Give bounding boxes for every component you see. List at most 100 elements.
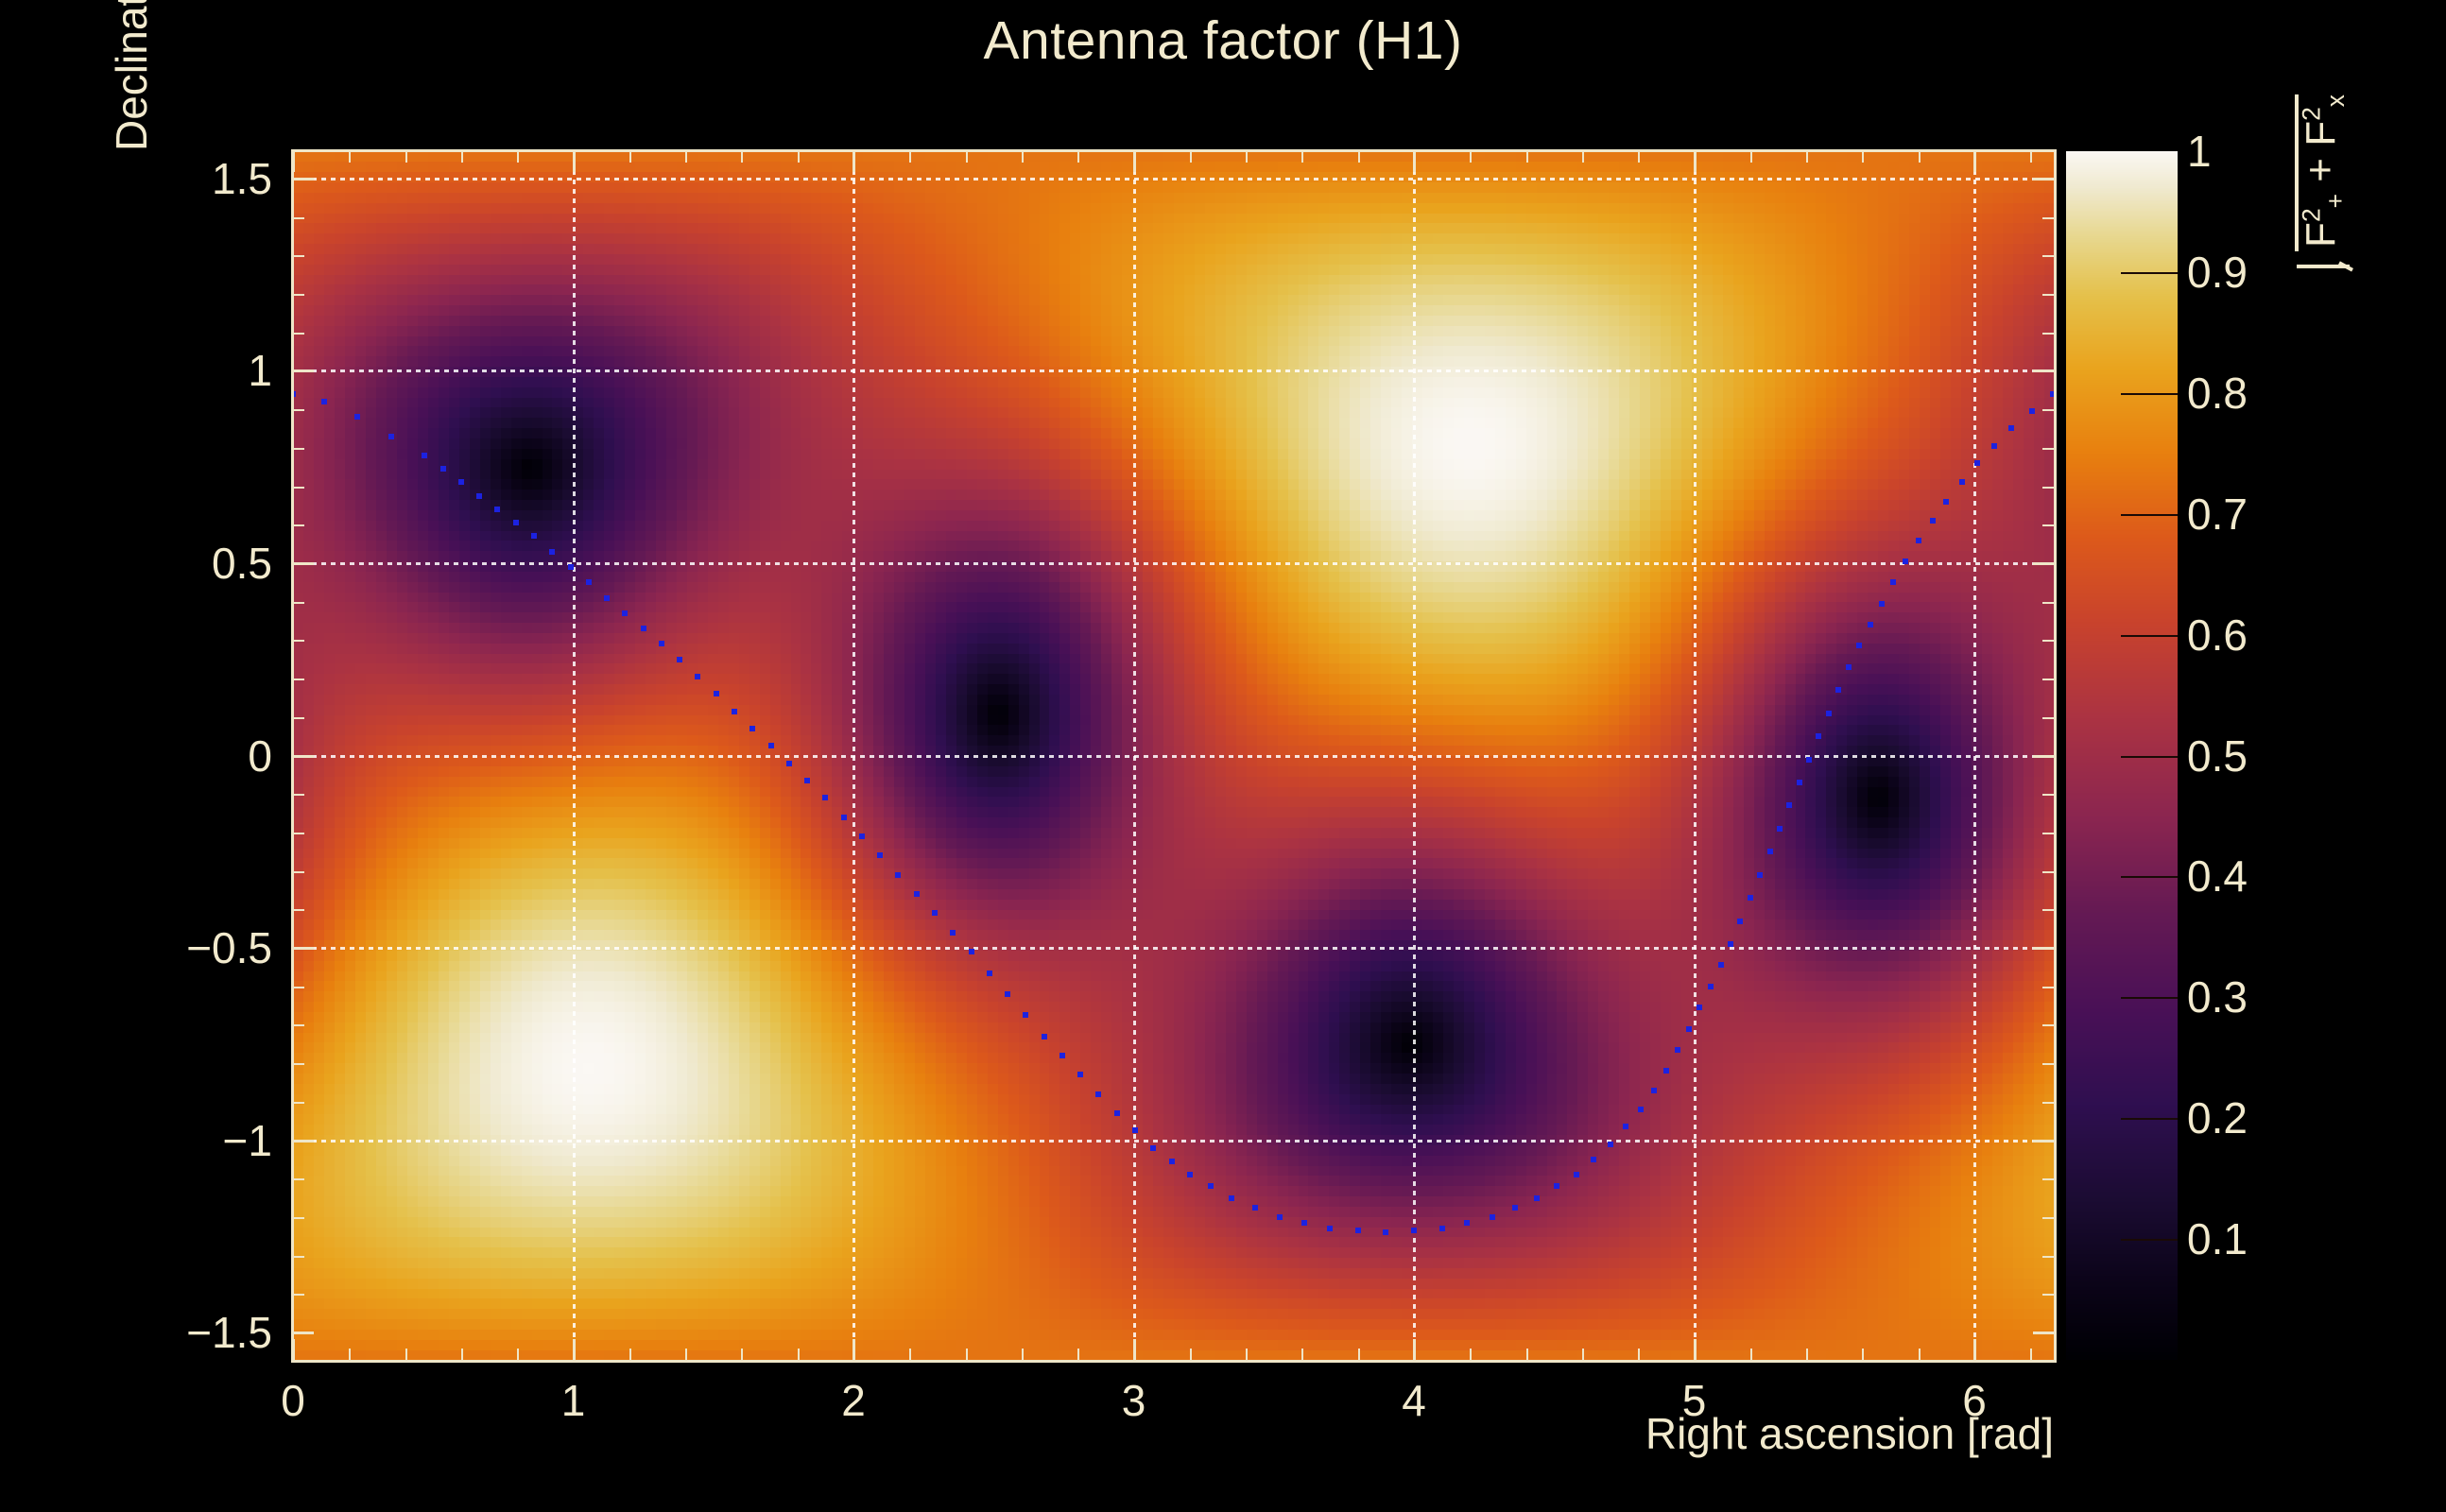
y-axis-minor-tick [293, 1217, 304, 1220]
y-axis-minor-tick-right [2042, 524, 2054, 527]
y-axis-major-tick [293, 177, 314, 180]
y-axis-minor-tick [293, 1294, 304, 1297]
frame-right [2054, 149, 2057, 1363]
x-axis-minor-tick-top [517, 151, 520, 163]
x-axis-tick-label: 6 [1962, 1376, 1987, 1425]
y-axis-tick-label: −0.5 [186, 923, 272, 973]
y-axis-minor-tick-right [2042, 794, 2054, 797]
colorbar-tick [2121, 392, 2178, 395]
y-axis-minor-tick [293, 524, 304, 527]
x-axis-minor-tick-top [965, 151, 968, 163]
x-axis-minor-tick-top [460, 151, 463, 163]
x-axis-major-tick-top [1973, 151, 1977, 172]
frame-bottom [293, 1360, 2057, 1363]
colorbar-tick [2121, 271, 2178, 274]
x-axis-tick-label: 5 [1681, 1376, 1707, 1425]
x-axis-minor-tick-top [1077, 151, 1080, 163]
y-axis-minor-tick-right [2042, 1101, 2054, 1104]
y-axis-major-tick-right [2033, 754, 2054, 758]
y-axis-minor-tick-right [2042, 870, 2054, 873]
y-axis-minor-tick [293, 1178, 304, 1181]
x-axis-minor-tick [2030, 1349, 2033, 1360]
y-axis-major-tick [293, 947, 314, 951]
x-axis-minor-tick [1581, 1349, 1584, 1360]
x-axis-major-tick [1413, 1339, 1417, 1360]
y-axis-minor-tick [293, 909, 304, 912]
x-axis-minor-tick [629, 1349, 631, 1360]
y-axis-minor-tick [293, 601, 304, 604]
x-axis-minor-tick-top [741, 151, 744, 163]
y-axis-minor-tick [293, 293, 304, 296]
colorbar-tick-label: 0.5 [2187, 730, 2248, 781]
x-axis-major-tick [293, 1339, 295, 1360]
colorbar-tick [2121, 513, 2178, 516]
y-axis-minor-tick [293, 794, 304, 797]
x-axis-minor-tick [909, 1349, 912, 1360]
x-axis-minor-tick-top [1189, 151, 1192, 163]
x-axis-major-tick-top [1132, 151, 1136, 172]
f-plus-term: F2+ [2297, 193, 2350, 248]
colorbar [2066, 151, 2178, 1360]
x-axis-tick-label: 0 [281, 1376, 305, 1425]
radical-bar-icon [2295, 94, 2299, 251]
y-axis-tick-label: 0 [248, 730, 272, 781]
y-axis-minor-tick [293, 716, 304, 719]
x-axis-minor-tick-top [685, 151, 688, 163]
y-axis-minor-tick-right [2042, 1255, 2054, 1258]
colorbar-tick-label: 1 [2187, 127, 2212, 176]
y-axis-major-tick-right [2033, 1332, 2054, 1335]
x-axis-major-tick-top [572, 151, 576, 172]
y-axis-minor-tick-right [2042, 409, 2054, 412]
y-axis-major-tick [293, 561, 314, 565]
y-axis-minor-tick-right [2042, 486, 2054, 489]
colorbar-tick-label: 0.8 [2187, 368, 2248, 418]
y-axis-major-tick [293, 1139, 314, 1143]
x-axis-minor-tick-top [1021, 151, 1024, 163]
frame-left [291, 149, 294, 1363]
chart-title: Antenna factor (H1) [983, 10, 1463, 71]
y-axis-major-tick-right [2033, 177, 2054, 180]
x-axis-minor-tick-top [1581, 151, 1584, 163]
x-axis-minor-tick-top [1918, 151, 1921, 163]
x-axis-minor-tick-top [1749, 151, 1752, 163]
x-axis-minor-tick-top [405, 151, 407, 163]
galactic-plane-overlay [293, 151, 2054, 1360]
y-axis-minor-tick [293, 447, 304, 450]
y-axis-title: Declination [rad] [106, 0, 157, 151]
y-axis-minor-tick [293, 332, 304, 335]
y-axis-minor-tick [293, 216, 304, 219]
x-axis-minor-tick [460, 1349, 463, 1360]
radical-stem-icon [2297, 250, 2350, 268]
y-axis-minor-tick-right [2042, 909, 2054, 912]
y-axis-minor-tick [293, 870, 304, 873]
x-axis-minor-tick [1021, 1349, 1024, 1360]
x-axis-minor-tick [965, 1349, 968, 1360]
y-axis-minor-tick [293, 832, 304, 834]
x-axis-minor-tick [1862, 1349, 1865, 1360]
y-axis-minor-tick-right [2042, 332, 2054, 335]
y-axis-minor-tick [293, 255, 304, 258]
x-axis-minor-tick [405, 1349, 407, 1360]
y-axis-minor-tick-right [2042, 1024, 2054, 1027]
x-axis-minor-tick [1806, 1349, 1809, 1360]
colorbar-tick [2121, 876, 2178, 879]
x-axis-major-tick-top [1413, 151, 1417, 172]
x-axis-major-tick-top [853, 151, 855, 172]
x-axis-major-tick [1973, 1339, 1977, 1360]
y-axis-minor-tick [293, 986, 304, 988]
y-axis-minor-tick-right [2042, 679, 2054, 681]
y-axis-minor-tick [293, 1101, 304, 1104]
y-axis-minor-tick-right [2042, 1063, 2054, 1066]
x-axis-minor-tick-top [1862, 151, 1865, 163]
x-axis-minor-tick [741, 1349, 744, 1360]
y-axis-minor-tick-right [2042, 1217, 2054, 1220]
x-axis-minor-tick [1470, 1349, 1473, 1360]
y-axis-major-tick-right [2033, 561, 2054, 565]
x-axis-major-tick [853, 1339, 855, 1360]
colorbar-tick [2121, 1118, 2178, 1121]
colorbar-tick-label: 0.9 [2187, 247, 2248, 297]
colorbar-title: F2+ + F2x [2295, 94, 2350, 268]
colorbar-tick-label: 0.4 [2187, 851, 2248, 902]
y-axis-tick-label: −1.5 [186, 1308, 272, 1358]
x-axis-major-tick [1693, 1339, 1697, 1360]
